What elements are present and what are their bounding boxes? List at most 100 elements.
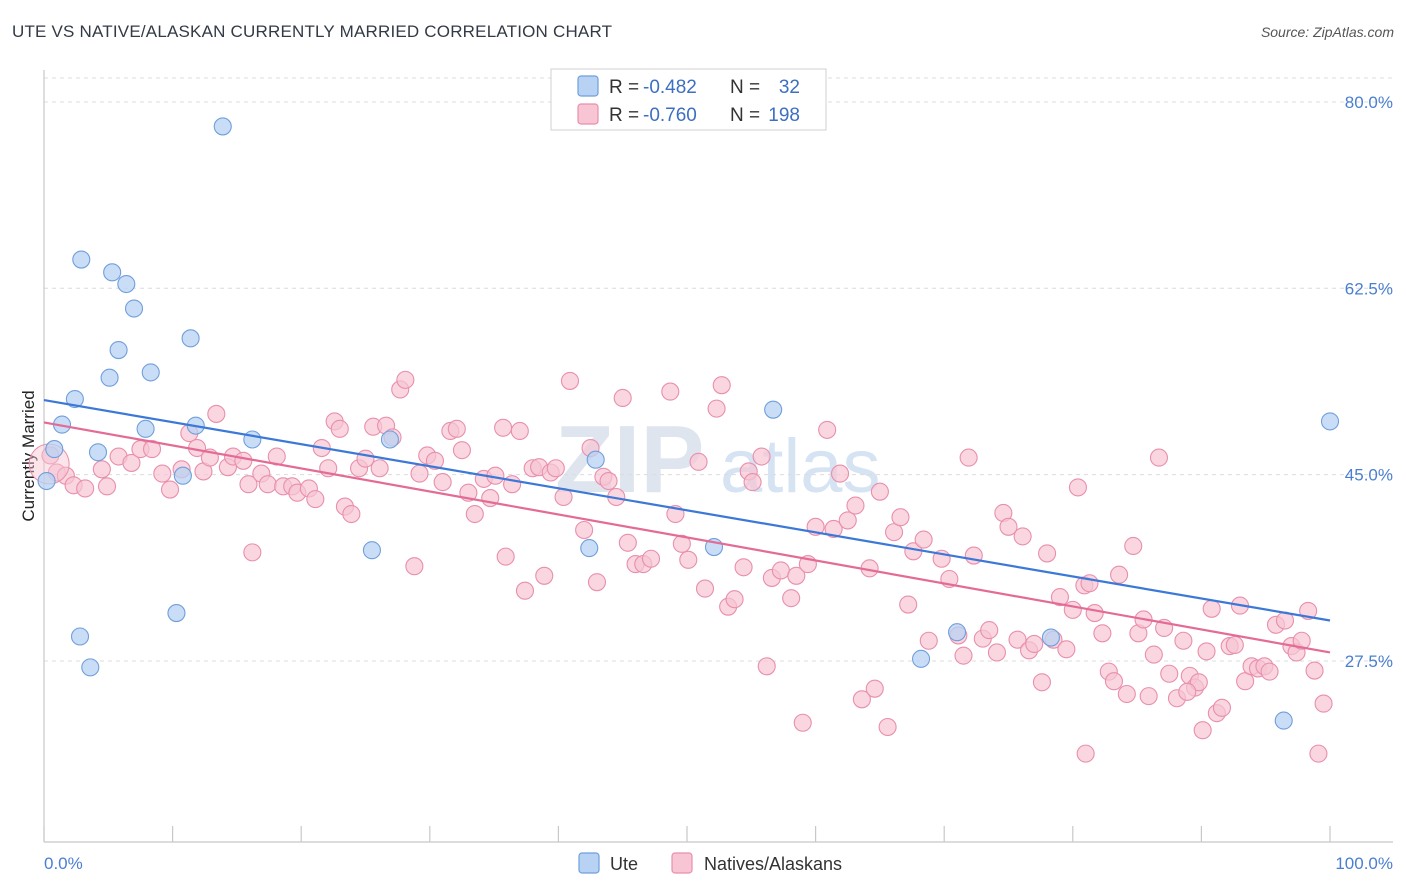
natives-point bbox=[1068, 478, 1087, 497]
legend-swatch-ute bbox=[577, 75, 599, 97]
ute-point bbox=[70, 627, 90, 646]
natives-point bbox=[954, 646, 973, 665]
natives-point bbox=[1189, 673, 1208, 692]
legend-ute-r-value: -0.482 bbox=[643, 77, 697, 98]
ute-point bbox=[136, 419, 155, 438]
natives-point bbox=[743, 473, 762, 492]
legend-ute-n-label: N = bbox=[730, 77, 760, 98]
natives-point bbox=[865, 679, 884, 698]
natives-point bbox=[1174, 631, 1193, 650]
natives-point bbox=[914, 530, 933, 549]
ute-point bbox=[380, 430, 399, 449]
natives-point bbox=[830, 464, 850, 483]
natives-point bbox=[793, 713, 812, 732]
natives-point bbox=[1212, 698, 1232, 717]
natives-point bbox=[1110, 565, 1129, 584]
legend-natives-r-value: -0.760 bbox=[643, 105, 697, 126]
ute-point bbox=[65, 389, 84, 409]
ute-point bbox=[100, 368, 119, 387]
natives-point bbox=[1013, 527, 1032, 546]
natives-point bbox=[846, 496, 865, 515]
natives-point bbox=[679, 550, 698, 569]
natives-point bbox=[824, 519, 843, 538]
legend-natives-n-label: N = bbox=[730, 105, 760, 126]
natives-point bbox=[1292, 631, 1311, 650]
natives-point bbox=[330, 419, 349, 438]
natives-point bbox=[787, 566, 806, 585]
natives-point bbox=[707, 399, 726, 418]
natives-point bbox=[919, 631, 938, 650]
natives-point bbox=[234, 451, 253, 470]
y-tick-label: 45.0% bbox=[1345, 466, 1393, 485]
natives-point bbox=[494, 418, 513, 437]
ute-point bbox=[72, 250, 91, 269]
natives-point bbox=[1178, 682, 1197, 701]
y-axis-tick-labels: 27.5% 45.0% 62.5% 80.0% bbox=[1345, 93, 1393, 671]
natives-point bbox=[1117, 684, 1136, 704]
ute-point bbox=[764, 400, 783, 419]
y-tick-label: 80.0% bbox=[1345, 93, 1393, 112]
natives-point bbox=[92, 460, 111, 479]
chart-title: UTE VS NATIVE/ALASKAN CURRENTLY MARRIED … bbox=[12, 22, 613, 41]
natives-point bbox=[433, 473, 452, 492]
ute-point bbox=[109, 340, 128, 360]
natives-point bbox=[76, 479, 95, 498]
natives-point bbox=[243, 543, 262, 562]
natives-point bbox=[999, 517, 1018, 536]
ute-point bbox=[81, 658, 100, 677]
natives-point bbox=[496, 547, 515, 566]
natives-point bbox=[618, 533, 637, 552]
ute-point bbox=[88, 443, 108, 462]
ute-point bbox=[117, 274, 136, 294]
ute-point bbox=[1320, 412, 1340, 431]
ute-point bbox=[141, 363, 160, 382]
natives-point bbox=[342, 504, 361, 524]
natives-point bbox=[1124, 536, 1143, 556]
natives-point bbox=[712, 376, 731, 395]
ute-point bbox=[37, 471, 56, 491]
y-tick-label: 27.5% bbox=[1345, 652, 1393, 671]
legend-swatch-natives bbox=[577, 103, 599, 125]
natives-point bbox=[672, 534, 691, 553]
natives-point bbox=[1309, 744, 1328, 763]
ute-point bbox=[213, 117, 232, 136]
natives-point bbox=[535, 566, 554, 585]
natives-point bbox=[410, 464, 429, 483]
natives-point bbox=[452, 441, 472, 460]
legend-natives-n-value: 198 bbox=[768, 105, 800, 126]
ute-point bbox=[45, 440, 64, 459]
watermark-zip: ZIP bbox=[555, 406, 704, 513]
natives-point bbox=[852, 690, 871, 709]
ute-point bbox=[124, 299, 144, 318]
bottom-legend: Ute Natives/Alaskans bbox=[578, 852, 842, 874]
natives-point bbox=[447, 419, 466, 438]
natives-point bbox=[1063, 600, 1082, 619]
natives-point bbox=[515, 581, 535, 600]
natives-point bbox=[1197, 642, 1216, 661]
natives-point bbox=[142, 440, 162, 459]
natives-point bbox=[239, 475, 258, 494]
natives-point bbox=[425, 451, 444, 470]
natives-point bbox=[587, 573, 607, 592]
x-tick-label-max: 100.0% bbox=[1335, 854, 1393, 873]
bottom-legend-natives: Natives/Alaskans bbox=[704, 854, 842, 874]
natives-point bbox=[306, 490, 325, 509]
natives-point bbox=[599, 471, 618, 491]
x-axis-ticks bbox=[43, 826, 1331, 842]
natives-point bbox=[661, 382, 680, 401]
natives-point bbox=[207, 404, 226, 423]
natives-point bbox=[1193, 721, 1212, 740]
natives-point bbox=[370, 459, 389, 478]
natives-point bbox=[818, 420, 837, 439]
legend: R = -0.482 N = 32 R = -0.760 N = 198 bbox=[550, 68, 827, 131]
natives-point bbox=[1085, 604, 1104, 623]
natives-point bbox=[782, 589, 801, 608]
natives-point bbox=[959, 448, 978, 467]
natives-point bbox=[405, 557, 424, 576]
natives-point bbox=[884, 523, 904, 542]
y-axis-title: Currently Married bbox=[19, 390, 38, 521]
natives-point bbox=[757, 657, 776, 676]
natives-point bbox=[1314, 694, 1333, 713]
natives-point bbox=[97, 477, 117, 496]
